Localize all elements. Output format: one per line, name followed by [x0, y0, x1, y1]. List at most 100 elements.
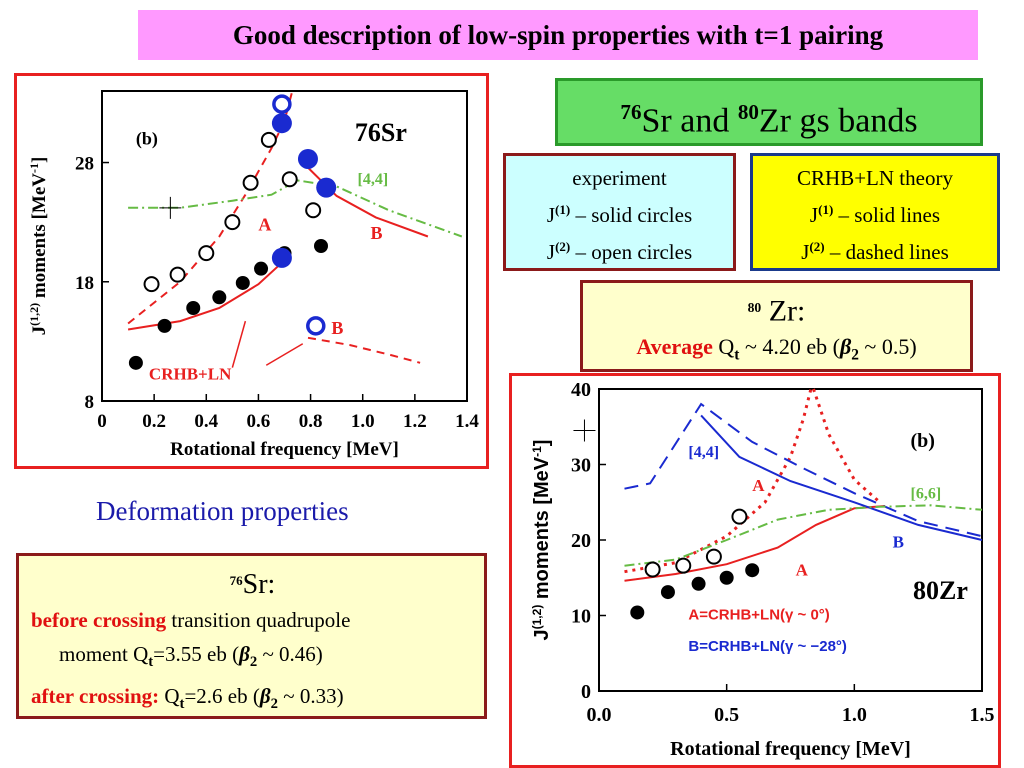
y-label-part: (1,2): [530, 605, 544, 630]
sr-after-q: Q: [159, 684, 180, 709]
gs-bands-box: 76Sr and 80Zr gs bands: [555, 78, 983, 146]
zr-q: Q: [712, 334, 735, 360]
label-4-4: [4,4]: [358, 171, 389, 188]
x-tick-label: 1.4: [455, 411, 479, 432]
data-point-solid: [186, 301, 201, 315]
arrow-line-1: [231, 320, 247, 368]
sr-moment: moment Q: [59, 642, 149, 666]
th-j1-sup: (1): [818, 202, 834, 217]
x-tick-label: 0.4: [194, 411, 218, 432]
sr-before-row: before crossing transition quadrupole: [31, 603, 474, 637]
sr-before-text: transition quadrupole: [166, 608, 351, 632]
data-point-open: [198, 245, 215, 262]
experiment-heading: experiment: [572, 166, 667, 190]
y-axis-label: J(1,2) moments [MeV-1]: [27, 157, 50, 336]
th-j1-text: – solid lines: [833, 203, 941, 227]
th-j2-label: J: [801, 240, 810, 264]
experiment-j2-row: J(2) – open circles: [506, 231, 733, 268]
x-tick-label: 1.5: [970, 704, 995, 726]
y-label-part: -1: [27, 163, 41, 173]
label-crhb-ln: CRHB+LN: [149, 365, 232, 384]
data-point-solid: [235, 275, 250, 290]
exp-j2-text: – open circles: [570, 240, 693, 264]
exp-j1-sup: (1): [555, 202, 571, 217]
legend-A: A=CRHB+LN(γ ~ 0°): [688, 606, 829, 623]
sr-after-beta-sub: 2: [270, 696, 278, 713]
series-line: [302, 161, 429, 238]
y-tick-label: 8: [85, 392, 95, 413]
sr-moment-val: =3.55 eb (: [153, 642, 240, 666]
y-label-part: (1,2): [27, 303, 41, 326]
data-point-solid: [719, 570, 734, 585]
legend-B: B=CRHB+LN(γ ~ −28°): [688, 638, 847, 655]
sr-heading: 76Sr:: [31, 564, 474, 603]
data-point-solid: [254, 261, 269, 276]
data-point-open: [731, 508, 748, 525]
label-B-lower: B: [331, 318, 343, 338]
sr-after-sub: t: [179, 696, 185, 713]
data-point-solid: [212, 290, 227, 305]
label-B-upper: B: [371, 223, 383, 243]
sr-el: Sr:: [242, 569, 276, 600]
x-tick-label: 1.2: [403, 411, 427, 432]
data-point-solid: [128, 355, 143, 370]
y-label-part: -1: [530, 446, 544, 457]
y-axis-label: J(1,2) moments [MeV-1]: [530, 440, 553, 641]
data-point-solid: [660, 585, 675, 600]
crosshair-marker: [573, 419, 596, 442]
experiment-legend: experiment J(1) – solid circles J(2) – o…: [503, 153, 736, 271]
sr-before-label: before crossing: [31, 608, 167, 632]
sr76-chart-panel: 0 0.2 0.4 0.6 0.8 1.0 1.2 1.4 8 18 28 Rotational fr…: [14, 73, 489, 469]
sr-beta: β: [239, 642, 250, 666]
data-point-open: [260, 131, 277, 148]
label-B: B: [893, 533, 904, 552]
gs-sup-76: 76: [620, 100, 642, 124]
sr-moment-row: moment Qt=3.55 eb (β2 ~ 0.46): [31, 637, 474, 679]
x-tick-label: 0.0: [587, 704, 612, 726]
sr-after-row: after crossing: Qt=2.6 eb (β2 ~ 0.33): [31, 679, 474, 721]
y-label-part: moments [MeV: [29, 173, 50, 303]
zr-beta: β: [839, 334, 852, 360]
sr-beta-val: ~ 0.46): [257, 642, 323, 666]
y-tick-label: 30: [571, 455, 591, 477]
data-point-solid: [157, 318, 172, 333]
arrow-line-2: [265, 343, 304, 366]
gs-text-sr: Sr and: [641, 102, 738, 140]
experiment-j1-row: J(1) – solid circles: [506, 194, 733, 231]
x-tick-label: 1.0: [351, 411, 375, 432]
theory-j2-row: J(2) – dashed lines: [753, 231, 997, 268]
x-tick-label: 0.6: [247, 411, 271, 432]
exp-j2-sup: (2): [555, 239, 571, 254]
data-point-open-blue: [306, 316, 326, 336]
y-label-part: J: [531, 629, 553, 640]
data-point-solid-blue: [297, 148, 318, 169]
y-tick-label: 20: [571, 530, 591, 552]
theory-j1-row: J(1) – solid lines: [753, 194, 997, 231]
plot-frame: [101, 90, 468, 402]
series-line: [624, 505, 886, 582]
y-label-part: J: [29, 326, 50, 336]
gs-sup-80: 80: [737, 100, 759, 124]
exp-j1-label: J: [546, 203, 556, 227]
data-point-solid-blue: [271, 113, 292, 134]
data-point-solid-blue: [271, 247, 292, 268]
zr-q-val: ~ 4.20 eb (: [739, 334, 840, 360]
zr-beta-sub: 2: [851, 346, 859, 364]
zr-el: Zr:: [761, 294, 806, 328]
zr-q-sub: t: [734, 346, 740, 364]
nucleus-label: 76Sr: [355, 118, 407, 147]
th-j1-label: J: [809, 203, 819, 227]
zr80-chart-panel: 0.0 0.5 1.0 1.5 0 10 20 30 40 Rotational frequenc…: [509, 373, 1001, 768]
x-axis-label: Rotational frequency [MeV]: [170, 439, 399, 460]
sr76-chart-svg: 0 0.2 0.4 0.6 0.8 1.0 1.2 1.4 8 18 28 Rotational fr…: [27, 90, 479, 460]
data-point-open: [705, 548, 722, 565]
sr-beta-sub: 2: [249, 654, 258, 671]
x-axis-label: Rotational frequency [MeV]: [670, 738, 911, 760]
slide-title: Good description of low-spin properties …: [138, 10, 978, 60]
zr-sup: 80: [747, 300, 762, 315]
panel-label: (b): [911, 430, 935, 452]
gs-text-zr: Zr gs bands: [758, 102, 918, 140]
th-j2-text: – dashed lines: [824, 240, 949, 264]
x-tick-label: 0.5: [714, 704, 739, 726]
data-point-open: [169, 266, 186, 283]
